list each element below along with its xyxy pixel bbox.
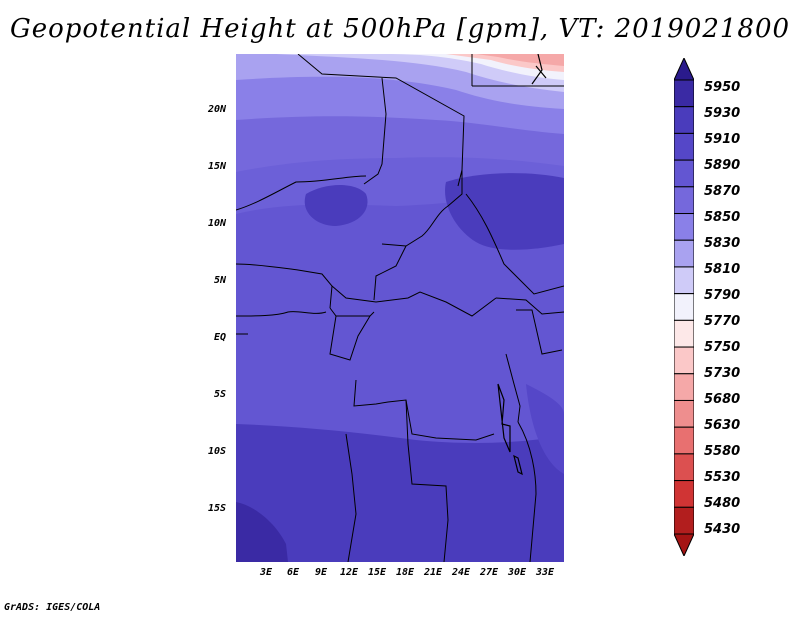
lon-label-27e: 27E (479, 567, 499, 578)
country-borders (236, 54, 564, 562)
field-band-5730 (476, 54, 564, 66)
colorbar-bin (674, 373, 694, 401)
lat-label-5s: 5S (213, 389, 226, 400)
lon-label-15e: 15E (367, 567, 387, 578)
lat-label-eq: EQ (213, 332, 226, 343)
colorbar-label-5430: 5430 (704, 522, 741, 537)
field-cell-chad (445, 173, 564, 250)
colorbar-bin (674, 239, 694, 268)
lat-label-15n: 15N (207, 161, 226, 172)
colorbar-cap-top (674, 58, 694, 81)
lat-label-20n: 20N (207, 104, 226, 115)
colorbar-bin (674, 213, 694, 241)
colorbar-bin (674, 453, 694, 482)
colorbar-label-5480: 5480 (704, 496, 741, 511)
colorbar-label-5790: 5790 (704, 288, 741, 303)
colorbar-label-5890: 5890 (704, 158, 741, 173)
colorbar-bin (674, 319, 694, 348)
colorbar-bin (674, 399, 694, 428)
colorbar-label-5830: 5830 (704, 236, 741, 251)
lon-label-3e: 3E (259, 567, 273, 578)
colorbar-label-5580: 5580 (704, 444, 741, 459)
colorbar-label-5930: 5930 (704, 106, 741, 121)
field-band-south-5910 (236, 502, 288, 562)
colorbar (674, 58, 694, 556)
lat-label-15s: 15S (207, 503, 226, 514)
colorbar-label-5730: 5730 (704, 366, 741, 381)
colorbar-label-5750: 5750 (704, 340, 741, 355)
lon-label-18e: 18E (395, 567, 415, 578)
colorbar-label-5910: 5910 (704, 132, 741, 147)
colorbar-label-5810: 5810 (704, 262, 741, 277)
field-band-east (526, 384, 564, 474)
colorbar-bin (674, 426, 694, 455)
colorbar-bin (674, 266, 694, 295)
lat-label-5n: 5N (213, 275, 226, 286)
lon-label-9e: 9E (314, 567, 328, 578)
lat-label-10n: 10N (207, 218, 226, 229)
colorbar-bin (674, 186, 694, 215)
field-band-south-5890 (236, 424, 564, 562)
field-cell-nigeria (304, 185, 368, 226)
lat-label-10s: 10S (207, 446, 226, 457)
colorbar-bin (674, 480, 694, 508)
colorbar-bin (674, 106, 694, 134)
lon-label-6e: 6E (286, 567, 300, 578)
colorbar-bin (674, 79, 694, 108)
grads-credit: GrADS: IGES/COLA (4, 602, 101, 613)
lon-label-12e: 12E (339, 567, 359, 578)
colorbar-label-5680: 5680 (704, 392, 741, 407)
lon-label-21e: 21E (423, 567, 443, 578)
lon-label-30e: 30E (507, 567, 527, 578)
colorbar-bin (674, 132, 694, 161)
colorbar-label-5850: 5850 (704, 210, 741, 225)
colorbar-label-5530: 5530 (704, 470, 741, 485)
lon-label-33e: 33E (535, 567, 555, 578)
colorbar-bin (674, 346, 694, 375)
colorbar-cap-bottom (674, 533, 694, 556)
colorbar-label-5950: 5950 (704, 80, 741, 95)
map-plot-area (236, 54, 564, 562)
colorbar-bin (674, 159, 694, 188)
colorbar-bin (674, 506, 694, 535)
lakes (497, 54, 547, 476)
lon-label-24e: 24E (451, 567, 471, 578)
colorbar-label-5870: 5870 (704, 184, 741, 199)
colorbar-label-5630: 5630 (704, 418, 741, 433)
colorbar-bin (674, 293, 694, 321)
map-title: Geopotential Height at 500hPa [gpm], VT:… (9, 14, 791, 44)
colorbar-label-5770: 5770 (704, 314, 741, 329)
